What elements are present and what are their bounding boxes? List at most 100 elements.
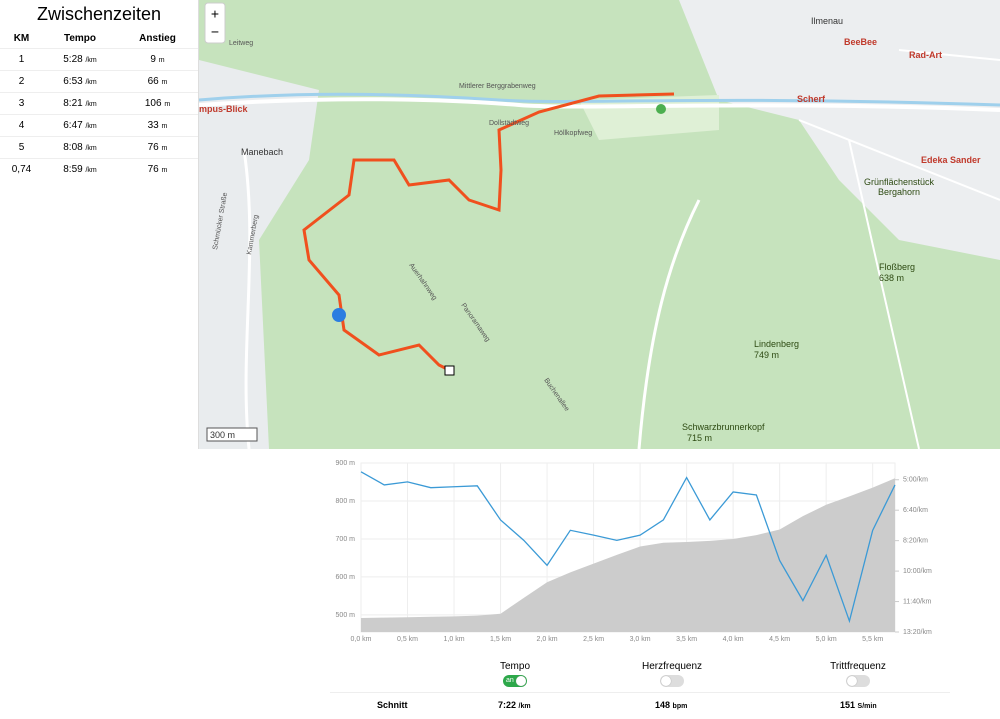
y2-tick-label: 6:40/km xyxy=(903,507,928,514)
value: 8:21 xyxy=(63,98,83,109)
y2-tick-label: 5:00/km xyxy=(903,477,928,484)
y-tick-label: 600 m xyxy=(336,574,356,581)
x-tick-label: 5,5 km xyxy=(862,636,883,643)
km: 0,74 xyxy=(0,158,43,180)
y-tick-label: 800 m xyxy=(336,498,356,505)
zoom-in[interactable]: + xyxy=(211,6,219,22)
place-label: Lindenberg xyxy=(754,339,799,349)
splits-title: Zwischenzeiten xyxy=(36,4,162,24)
value: 6:47 xyxy=(63,120,83,131)
x-tick-label: 2,5 km xyxy=(583,636,604,643)
value: 76 xyxy=(147,164,159,175)
unit: m xyxy=(164,101,171,108)
toggle[interactable]: Herzfrequenz xyxy=(612,661,732,690)
toggle-label: Herzfrequenz xyxy=(641,661,703,672)
place-label: Scherf xyxy=(797,94,826,104)
place-label: mpus-Blick xyxy=(199,104,249,114)
value: 9 xyxy=(150,54,156,65)
toggle-switch[interactable]: an xyxy=(503,675,527,687)
unit: /km xyxy=(85,167,97,174)
unit: /km xyxy=(85,57,97,64)
map[interactable]: + − 300 m Ilmenau BeeBee Rad-Art Scherf Edek… xyxy=(199,0,1000,449)
toggle[interactable]: Tempo an xyxy=(455,661,575,687)
tempo: 8:59 /km xyxy=(42,158,118,180)
divider xyxy=(330,692,950,693)
summary-hr: 148 bpm xyxy=(655,700,687,710)
value: 106 xyxy=(144,98,162,109)
y-tick-label: 500 m xyxy=(336,612,356,619)
value: 33 xyxy=(147,120,159,131)
y2-tick-label: 13:20/km xyxy=(903,629,932,636)
climb: 33 m xyxy=(117,114,198,137)
place-label: 638 m xyxy=(879,273,904,283)
split-row: 1 5:28 /km 9 m xyxy=(0,48,198,71)
zoom-controls[interactable]: + − xyxy=(204,2,226,44)
unit: m xyxy=(161,145,168,152)
toggle-switch[interactable] xyxy=(846,675,870,687)
unit: m xyxy=(161,79,168,86)
x-tick-label: 0,0 km xyxy=(350,636,371,643)
y2-tick-label: 11:40/km xyxy=(903,599,931,606)
split-row: 0,74 8:59 /km 76 m xyxy=(0,158,198,180)
x-tick-label: 0,5 km xyxy=(397,636,418,643)
km: 3 xyxy=(0,92,43,115)
start-marker xyxy=(656,104,666,114)
unit: /km xyxy=(518,703,531,710)
split-row: 2 6:53 /km 66 m xyxy=(0,70,198,93)
y2-tick-label: 8:20/km xyxy=(903,538,928,545)
zoom-out[interactable]: − xyxy=(211,24,219,40)
unit: /km xyxy=(85,145,97,152)
x-tick-label: 1,0 km xyxy=(444,636,465,643)
tempo: 8:21 /km xyxy=(42,92,118,115)
place-label: 749 m xyxy=(754,350,779,360)
header: Anstieg xyxy=(139,33,176,44)
x-tick-label: 3,5 km xyxy=(676,636,697,643)
place-label: Manebach xyxy=(241,147,283,157)
road-label: Höllkopfweg xyxy=(554,130,592,137)
toggle-label: Trittfrequenz xyxy=(830,661,886,672)
climb: 66 m xyxy=(117,70,198,93)
unit: /km xyxy=(85,101,97,108)
place-label: BeeBee xyxy=(844,37,877,47)
x-tick-label: 3,0 km xyxy=(630,636,651,643)
toggle[interactable]: Trittfrequenz xyxy=(798,661,918,690)
unit: m xyxy=(158,57,165,64)
y2-tick-label: 10:00/km xyxy=(903,568,932,575)
pace-line xyxy=(360,471,896,624)
x-tick-label: 1,5 km xyxy=(490,636,511,643)
value: 151 xyxy=(840,700,856,710)
climb: 9 m xyxy=(117,48,198,71)
toggle-switch[interactable] xyxy=(660,675,684,687)
value: 5:28 xyxy=(63,54,83,65)
place-label: 715 m xyxy=(687,433,712,443)
scale-bar xyxy=(206,427,258,442)
road-label: Dollstädtweg xyxy=(489,120,529,127)
x-tick-label: 5,0 km xyxy=(816,636,837,643)
km: 1 xyxy=(0,48,43,71)
x-tick-label: 4,0 km xyxy=(723,636,744,643)
y-tick-label: 900 m xyxy=(336,460,356,467)
value: 8:08 xyxy=(63,142,83,153)
unit: m xyxy=(161,167,168,174)
unit: m xyxy=(161,123,168,130)
x-tick-label: 4,5 km xyxy=(769,636,790,643)
place-label: Grünflächenstück xyxy=(864,177,935,187)
value: 66 xyxy=(147,76,159,87)
value: 6:53 xyxy=(63,76,83,87)
place-label: Floßberg xyxy=(879,262,915,272)
unit: /km xyxy=(85,79,97,86)
header: KM xyxy=(13,33,30,44)
summary-tempo: 7:22 /km xyxy=(498,700,531,710)
value: 7:22 xyxy=(498,700,517,710)
route xyxy=(302,92,675,372)
unit: /km xyxy=(85,123,97,130)
climb: 106 m xyxy=(117,92,198,115)
splits-panel: Zwischenzeiten KM Tempo Anstieg 1 5:28 /km… xyxy=(0,0,199,449)
elevation-area xyxy=(361,478,895,632)
value: 148 xyxy=(655,700,671,710)
value: 8:59 xyxy=(63,164,83,175)
km: 5 xyxy=(0,136,43,159)
tempo: 8:08 /km xyxy=(42,136,118,159)
x-tick-label: 2,0 km xyxy=(537,636,558,643)
finish-marker xyxy=(444,365,455,376)
